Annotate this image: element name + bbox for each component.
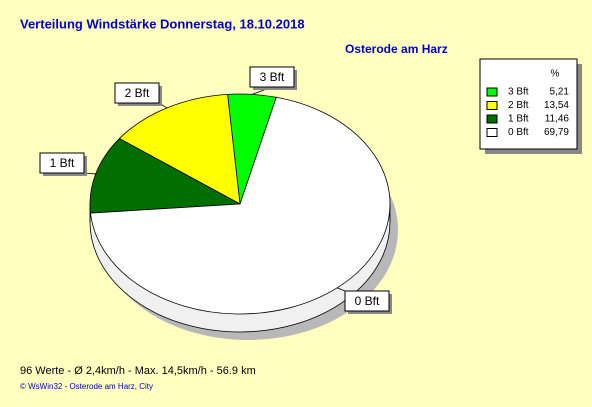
- callout-label: 0 Bft: [355, 294, 380, 308]
- legend-label: 1 Bft: [508, 114, 529, 125]
- legend-value: 69,79: [544, 127, 569, 138]
- chart-subtitle: Osterode am Harz: [345, 42, 448, 56]
- legend-header: %: [551, 69, 560, 80]
- legend-swatch: [486, 87, 498, 97]
- legend-value: 5,21: [550, 87, 570, 98]
- callout-box: [114, 82, 160, 104]
- legend-label: 3 Bft: [508, 87, 529, 98]
- callout-line: [337, 287, 346, 292]
- legend-label: 2 Bft: [508, 100, 529, 111]
- legend-swatch: [486, 114, 498, 124]
- pie-slice: [118, 93, 241, 205]
- legend-swatch: [486, 101, 498, 110]
- copyright: © WsWin32 - Osterode am Harz, City: [20, 382, 153, 391]
- pie-slice: [89, 138, 242, 214]
- footer: 96 Werte - Ø 2,4km/h - Max. 14,5km/h - 5…: [20, 365, 256, 377]
- callout-label: 3 Bft: [260, 70, 285, 84]
- callout-box: [344, 290, 390, 312]
- legend-value: 11,46: [545, 114, 570, 125]
- legend-label: 0 Bft: [508, 127, 529, 138]
- callout-label: 1 Bft: [50, 156, 75, 170]
- pie-slice: [90, 96, 391, 315]
- callout-label: 2 Bft: [125, 86, 150, 100]
- legend-swatch: [486, 128, 498, 137]
- callout-box: [39, 152, 85, 174]
- legend-value: 13,54: [544, 100, 569, 111]
- callout-box: [249, 66, 295, 88]
- chart-title: Verteilung Windstärke Donnerstag, 18.10.…: [20, 16, 305, 31]
